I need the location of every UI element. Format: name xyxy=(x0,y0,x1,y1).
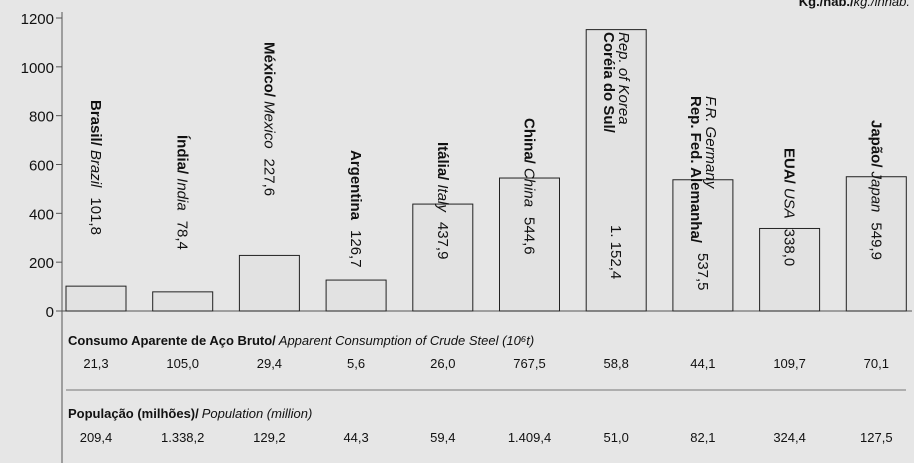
y-tick-label: 1000 xyxy=(21,60,54,77)
country-en: F.R. Germany xyxy=(702,96,719,190)
country-en: Japan xyxy=(867,171,884,213)
value-label: 126,7 xyxy=(347,230,364,268)
country-pt: Rep. Fed. Alemanha/ xyxy=(687,96,704,244)
bar xyxy=(65,285,127,312)
cell: 44,3 xyxy=(343,430,368,445)
bar-label: EUA/USA 338,0 xyxy=(781,148,798,266)
cell: 1.338,2 xyxy=(161,430,204,445)
cell: 109,7 xyxy=(773,356,806,371)
bar-label: China/China 544,6 xyxy=(521,118,538,255)
bar-label: Índia/India 78,4 xyxy=(174,135,191,250)
cell: 26,0 xyxy=(430,356,455,371)
bar-label: Brasil/Brazil 101,8 xyxy=(87,100,104,235)
cell: 82,1 xyxy=(690,430,715,445)
value-label: 78,4 xyxy=(174,221,191,250)
country-en: Rep. of Korea xyxy=(615,32,632,125)
value-label: 227,6 xyxy=(260,159,277,197)
row-title: População (milhões)/Population (million) xyxy=(68,406,312,421)
country-pt: EUA/ xyxy=(781,148,798,185)
country-pt: Japão/ xyxy=(867,120,884,168)
cell: 105,0 xyxy=(166,356,199,371)
cell: 51,0 xyxy=(604,430,629,445)
row-title-pt: População (milhões)/ xyxy=(68,406,199,421)
bar xyxy=(152,291,214,312)
cell: 29,4 xyxy=(257,356,282,371)
row-title-en: Apparent Consumption of Crude Steel (10⁶… xyxy=(278,333,534,348)
cell: 70,1 xyxy=(864,356,889,371)
cell: 209,4 xyxy=(80,430,113,445)
country-pt: Coréia do Sul/ xyxy=(600,32,617,134)
country-en: Mexico xyxy=(260,101,277,149)
y-tick-label: 800 xyxy=(29,109,54,126)
cell: 767,5 xyxy=(513,356,546,371)
country-en: Italy xyxy=(434,184,451,213)
row-title-pt: Consumo Aparente de Aço Bruto/ xyxy=(68,333,276,348)
unit-label: Kg./hab./kg./inhab. xyxy=(799,0,910,9)
country-pt: Argentina xyxy=(347,150,364,221)
cell: 59,4 xyxy=(430,430,455,445)
bar-label: Japão/Japan 549,9 xyxy=(867,120,884,260)
cell: 129,2 xyxy=(253,430,286,445)
country-en: USA xyxy=(781,188,798,219)
y-tick-label: 0 xyxy=(46,304,54,321)
y-tick-label: 600 xyxy=(29,158,54,175)
value-label: 544,6 xyxy=(521,217,538,255)
value-label: 101,8 xyxy=(87,197,104,235)
bar-label: Argentina 126,7 xyxy=(347,150,364,268)
bar-label: Itália/Italy 437,9 xyxy=(434,142,451,259)
unit-en: kg./inhab. xyxy=(854,0,910,9)
country-pt: Brasil/ xyxy=(87,100,104,147)
cell: 58,8 xyxy=(604,356,629,371)
cell: 44,1 xyxy=(690,356,715,371)
bar xyxy=(499,177,560,312)
cell: 127,5 xyxy=(860,430,893,445)
cell: 5,6 xyxy=(347,356,365,371)
bar xyxy=(325,279,387,312)
bar xyxy=(585,29,647,312)
country-en: China xyxy=(521,168,538,207)
bar xyxy=(845,176,907,312)
y-tick-label: 400 xyxy=(29,206,54,223)
country-pt: México/ xyxy=(260,42,277,98)
value-label: 537,5 xyxy=(694,253,711,291)
cell: 1.409,4 xyxy=(508,430,551,445)
country-pt: China/ xyxy=(521,118,538,165)
value-label: 1. 152,4 xyxy=(607,225,624,279)
bar xyxy=(238,254,300,312)
bar-label: México/Mexico 227,6 xyxy=(260,42,277,196)
cell: 21,3 xyxy=(83,356,108,371)
bar xyxy=(412,203,474,312)
country-en: Brazil xyxy=(87,150,104,188)
value-label: 549,9 xyxy=(867,222,884,260)
value-label: 338,0 xyxy=(781,229,798,267)
value-label: 437,9 xyxy=(434,222,451,260)
bar xyxy=(759,227,821,312)
country-pt: Itália/ xyxy=(434,142,451,181)
country-pt: Índia/ xyxy=(174,135,191,175)
row-title: Consumo Aparente de Aço Bruto/Apparent C… xyxy=(68,333,534,348)
unit-pt: Kg./hab./ xyxy=(799,0,854,9)
y-tick-label: 200 xyxy=(29,255,54,272)
cell: 324,4 xyxy=(773,430,806,445)
bar xyxy=(672,179,734,312)
y-tick-label: 1200 xyxy=(21,11,54,28)
row-title-en: Population (million) xyxy=(202,406,313,421)
country-en: India xyxy=(174,178,191,211)
